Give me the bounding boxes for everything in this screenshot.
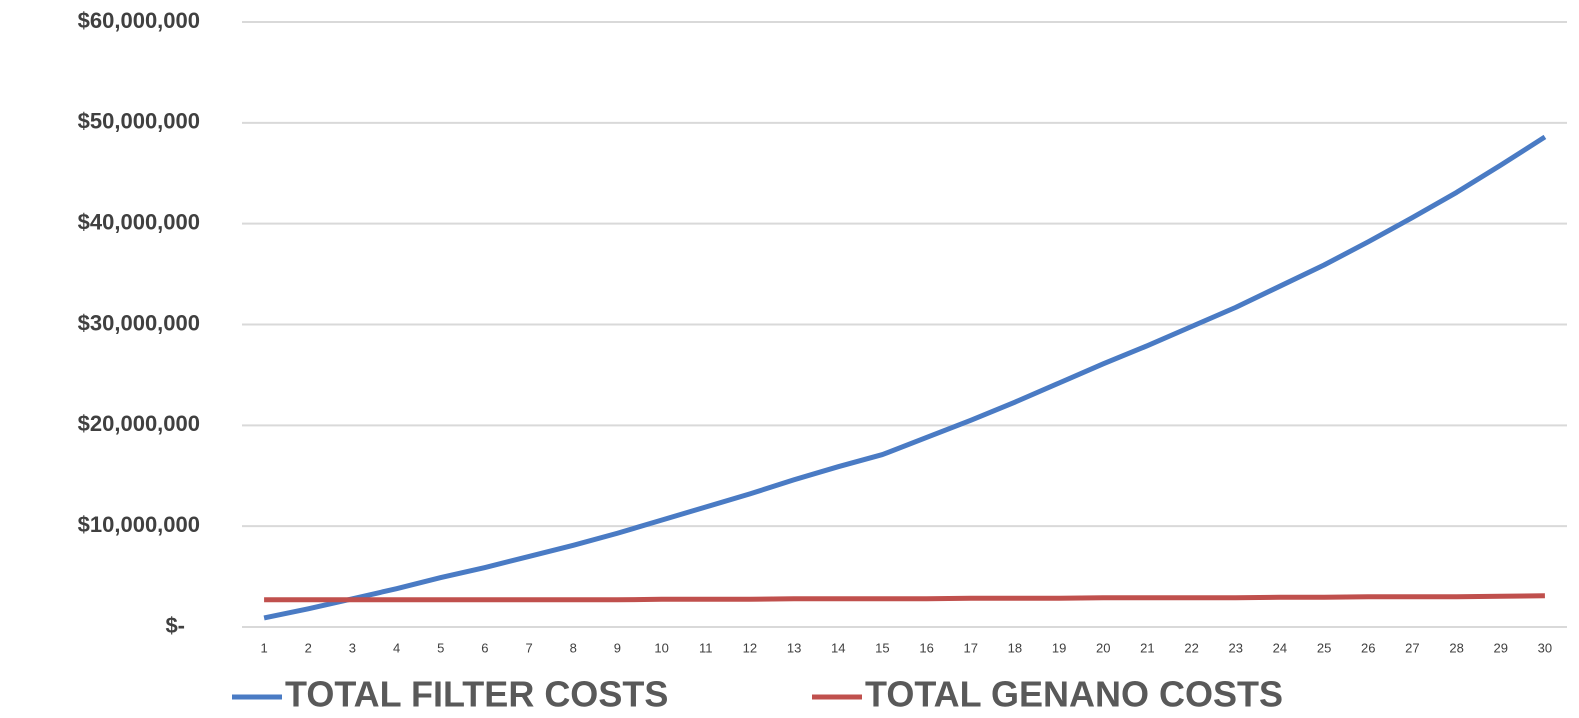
x-tick-label: 26 bbox=[1361, 640, 1375, 655]
x-tick-label: 6 bbox=[481, 640, 488, 655]
legend-label: TOTAL FILTER COSTS bbox=[285, 674, 668, 715]
x-tick-label: 5 bbox=[437, 640, 444, 655]
y-tick-label: $50,000,000 bbox=[78, 109, 200, 134]
x-tick-label: 24 bbox=[1273, 640, 1287, 655]
y-tick-label: $20,000,000 bbox=[78, 411, 200, 436]
x-tick-label: 11 bbox=[699, 640, 713, 655]
x-tick-label: 21 bbox=[1140, 640, 1154, 655]
x-tick-label: 4 bbox=[393, 640, 400, 655]
y-tick-label: $30,000,000 bbox=[78, 310, 200, 335]
x-tick-label: 9 bbox=[614, 640, 621, 655]
x-tick-label: 20 bbox=[1096, 640, 1110, 655]
y-tick-label: $60,000,000 bbox=[78, 8, 200, 33]
x-tick-label: 13 bbox=[787, 640, 801, 655]
x-tick-label: 2 bbox=[305, 640, 312, 655]
x-tick-label: 16 bbox=[919, 640, 933, 655]
x-tick-label: 1 bbox=[260, 640, 267, 655]
y-tick-label: $10,000,000 bbox=[78, 512, 200, 537]
x-tick-label: 27 bbox=[1405, 640, 1419, 655]
x-tick-label: 7 bbox=[525, 640, 532, 655]
x-tick-label: 15 bbox=[875, 640, 889, 655]
x-tick-label: 8 bbox=[570, 640, 577, 655]
line-series bbox=[263, 134, 1547, 621]
x-tick-label: 30 bbox=[1538, 640, 1552, 655]
line-series bbox=[264, 593, 1545, 603]
x-tick-label: 10 bbox=[654, 640, 668, 655]
x-tick-label: 29 bbox=[1494, 640, 1508, 655]
x-tick-label: 19 bbox=[1052, 640, 1066, 655]
y-tick-label: $40,000,000 bbox=[78, 209, 200, 234]
x-tick-label: 22 bbox=[1184, 640, 1198, 655]
x-tick-label: 14 bbox=[831, 640, 845, 655]
y-tick-label: $- bbox=[165, 613, 185, 638]
x-tick-label: 17 bbox=[964, 640, 978, 655]
x-tick-label: 3 bbox=[349, 640, 356, 655]
x-tick-label: 12 bbox=[743, 640, 757, 655]
x-tick-label: 18 bbox=[1008, 640, 1022, 655]
x-tick-label: 23 bbox=[1229, 640, 1243, 655]
legend-label: TOTAL GENANO COSTS bbox=[865, 674, 1283, 715]
x-tick-label: 25 bbox=[1317, 640, 1331, 655]
x-tick-label: 28 bbox=[1449, 640, 1463, 655]
